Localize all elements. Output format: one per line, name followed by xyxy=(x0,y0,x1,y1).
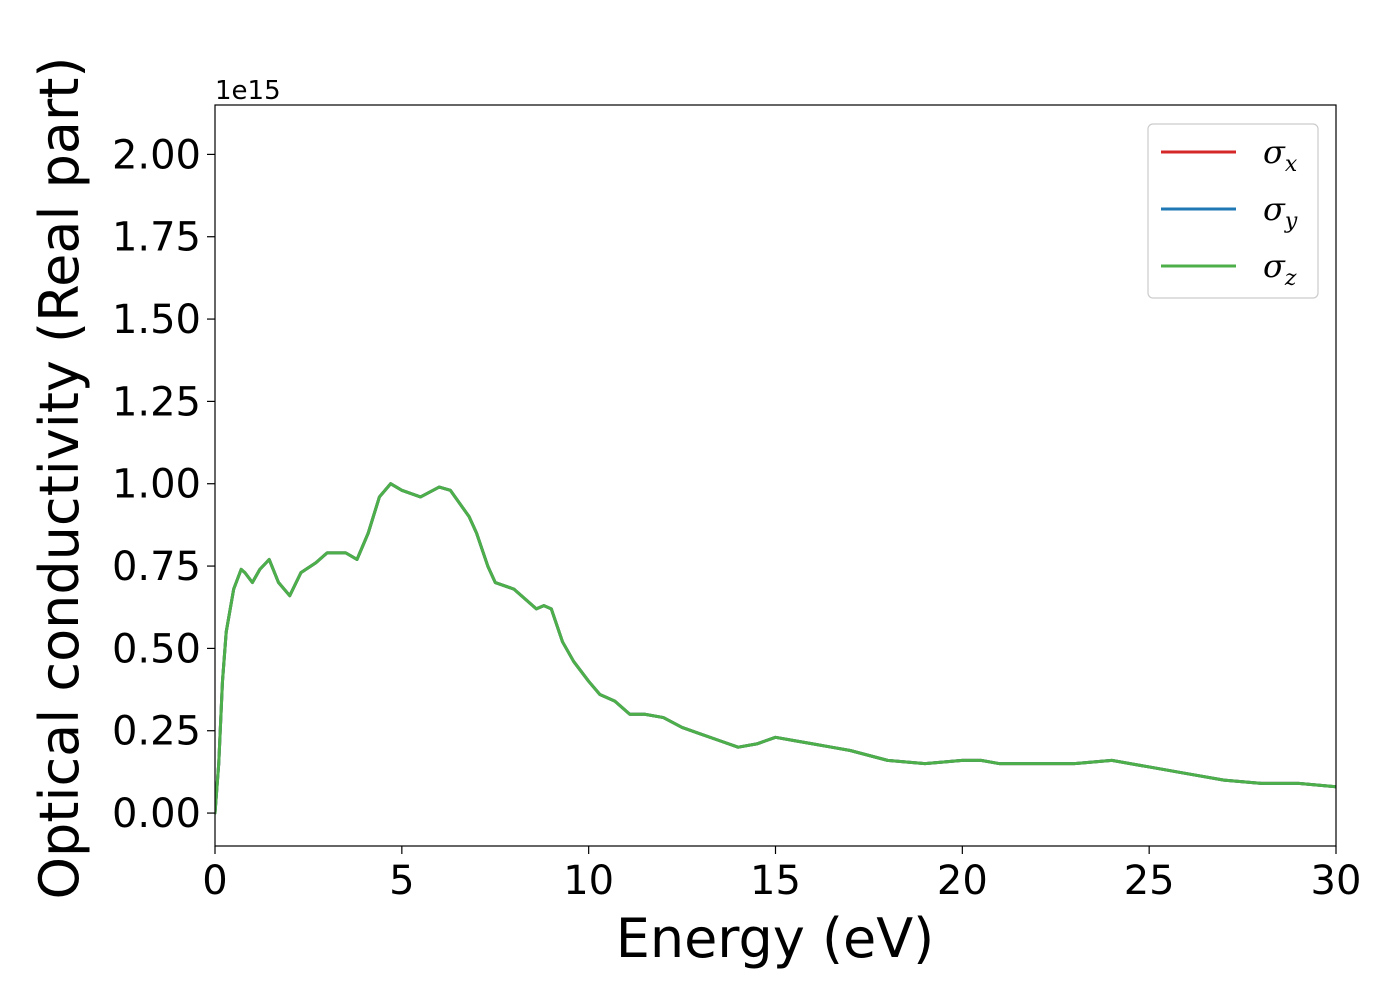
y-tick-label: 0.25 xyxy=(112,709,201,755)
x-axis-title: Energy (eV) xyxy=(616,907,935,970)
y-tick-label: 1.50 xyxy=(112,297,201,343)
y-axis-title: Optical conductivity (Real part) xyxy=(28,57,91,900)
y-tick-label: 0.75 xyxy=(112,544,201,590)
y-tick-label: 0.50 xyxy=(112,626,201,672)
y-tick-label: 1.25 xyxy=(112,379,201,425)
x-tick-label: 10 xyxy=(563,858,614,904)
x-tick-label: 5 xyxy=(389,858,414,904)
legend-box xyxy=(1147,123,1319,299)
legend-label-x: σx xyxy=(1263,133,1298,177)
y-tick-label: 1.00 xyxy=(112,462,201,508)
x-tick-label: 30 xyxy=(1311,858,1362,904)
y-tick-label: 0.00 xyxy=(112,791,201,837)
axes: 0 5 10 15 20 25 30 0.00 0.25 0.50 0.75 1.00 1.25 1.50… xyxy=(112,104,1362,904)
legend: σx σy σz xyxy=(1147,123,1319,299)
series-line-z xyxy=(215,482,1336,815)
x-tick-label: 20 xyxy=(937,858,988,904)
plot-area xyxy=(215,482,1336,815)
legend-label-y: σy xyxy=(1263,190,1298,234)
y-tick-label: 1.75 xyxy=(112,215,201,261)
legend-label-z: σz xyxy=(1263,247,1297,291)
y-offset-label: 1e15 xyxy=(215,76,281,106)
x-tick-label: 25 xyxy=(1124,858,1175,904)
y-tick-label: 2.00 xyxy=(112,132,201,178)
x-tick-label: 0 xyxy=(202,858,227,904)
x-tick-label: 15 xyxy=(750,858,801,904)
